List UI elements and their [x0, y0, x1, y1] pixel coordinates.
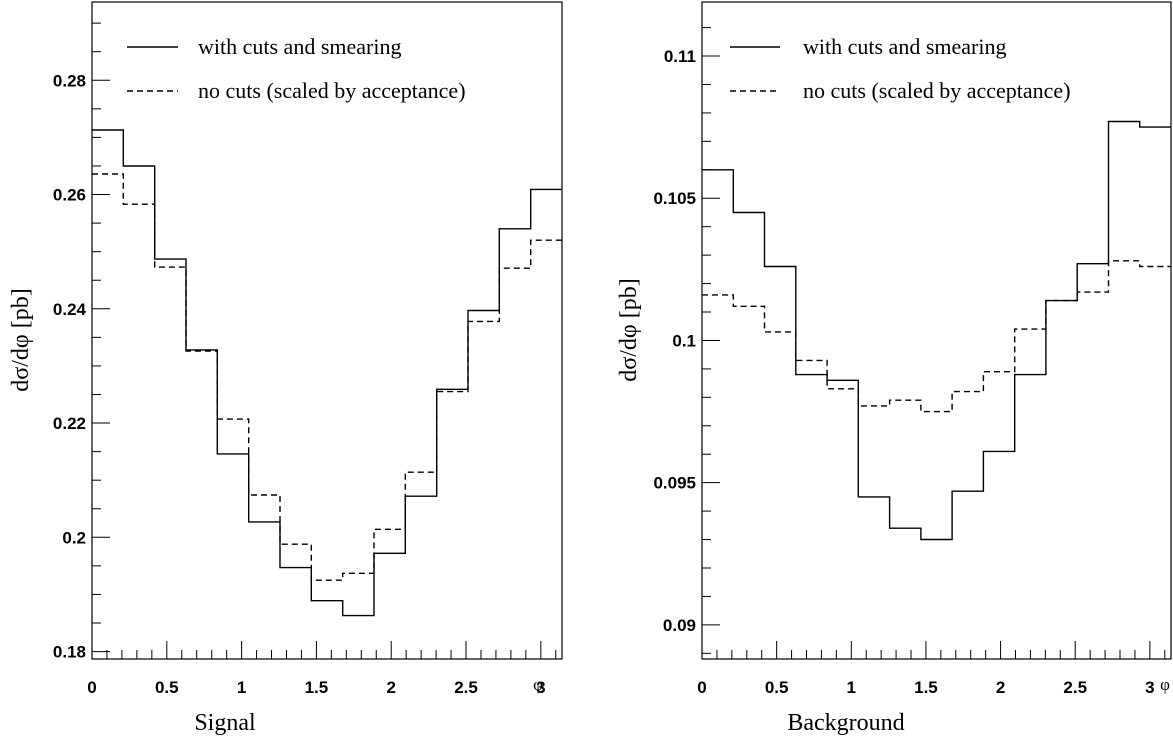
- x-tick-label: 1.5: [914, 678, 938, 697]
- y-tick-label: 0.28: [53, 71, 86, 90]
- legend-label-solid: with cuts and smearing: [198, 34, 401, 59]
- y-axis-title: dσ/dφ [pb]: [8, 288, 34, 391]
- x-tick-label: 1.5: [305, 678, 329, 697]
- plot-frame: [91, 1, 563, 660]
- y-tick-label: 0.105: [653, 189, 696, 208]
- x-tick-label: 3: [1145, 678, 1154, 697]
- y-tick-label: 0.095: [653, 474, 696, 493]
- y-tick-label: 0.18: [53, 643, 86, 662]
- y-tick-label: 0.11: [664, 47, 696, 66]
- y-tick-label: 0.24: [53, 300, 87, 319]
- x-tick-label: 0.5: [765, 678, 789, 697]
- y-tick-label: 0.22: [53, 414, 86, 433]
- series-solid: [92, 129, 562, 617]
- legend: with cuts and smearing no cuts (scaled by…: [730, 34, 1071, 103]
- x-axis-title: Signal: [194, 710, 256, 736]
- plot-frame: [701, 1, 1172, 660]
- series-path: [92, 173, 562, 581]
- series-dashed: [702, 260, 1171, 413]
- x-tick-label: 2.5: [454, 678, 478, 697]
- chart-panel-1: 0 0.5 1 1.5 2 2.5 3 0.18 0.2 0.22 0.24 0.26 0.28 Sign…: [8, 1, 563, 736]
- x-tick-label: 2: [996, 678, 1005, 697]
- x-tick-label: 1: [847, 678, 856, 697]
- series-solid: [702, 120, 1171, 541]
- legend: with cuts and smearing no cuts (scaled by…: [127, 34, 466, 103]
- y-tick-label: 0.1: [672, 331, 696, 350]
- x-tick-label: 1: [237, 678, 246, 697]
- legend-label-dashed: no cuts (scaled by acceptance): [803, 78, 1071, 103]
- x-axis-title: Background: [787, 710, 904, 736]
- y-tick-label: 0.09: [663, 616, 696, 635]
- y-tick-label: 0.26: [53, 186, 86, 205]
- series-dashed: [92, 173, 562, 581]
- x-axis-symbol: φ: [1160, 675, 1170, 694]
- x-tick-label: 0: [87, 678, 96, 697]
- legend-label-dashed: no cuts (scaled by acceptance): [198, 78, 466, 103]
- legend-label-solid: with cuts and smearing: [803, 34, 1006, 59]
- x-tick-label: 2: [386, 678, 395, 697]
- x-tick-label: 3: [536, 678, 545, 697]
- series-path: [702, 120, 1171, 541]
- y-axis-title: dσ/dφ [pb]: [616, 278, 642, 381]
- series-path: [702, 260, 1171, 413]
- x-tick-label: 2.5: [1063, 678, 1087, 697]
- chart-panel-2: 0 0.5 1 1.5 2 2.5 3 0.09 0.095 0.1 0.105 0.11 Backgr…: [616, 1, 1172, 736]
- x-tick-label: 0.5: [155, 678, 179, 697]
- x-tick-label: 0: [697, 678, 706, 697]
- y-tick-label: 0.2: [62, 528, 86, 547]
- x-axis-symbol: φ: [533, 675, 543, 694]
- series-path: [92, 129, 562, 617]
